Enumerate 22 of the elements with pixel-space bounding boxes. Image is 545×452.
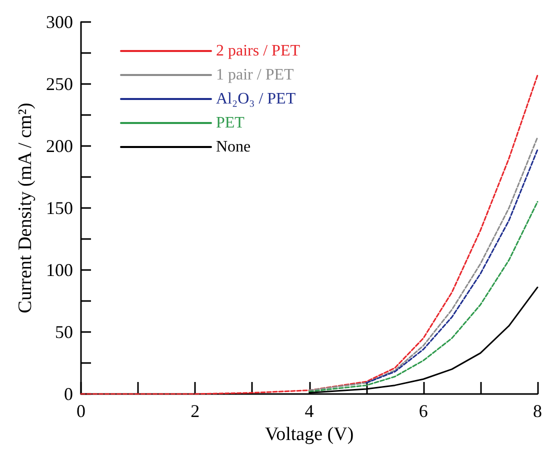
line-series <box>308 136 538 392</box>
text: None <box>216 138 251 156</box>
text: PET <box>216 114 245 132</box>
y-axis-title: Current Density (mA / cm²) <box>15 102 36 314</box>
line-series <box>308 201 538 392</box>
line-series <box>366 148 538 384</box>
x-axis-title: Voltage (V) <box>264 424 354 445</box>
text: Al₂O₃ / PET <box>216 90 296 108</box>
y-tick-label: 0 <box>64 384 73 404</box>
y-tick-label: 50 <box>55 322 73 342</box>
x-tick-label: 2 <box>190 401 200 421</box>
y-tick-label: 150 <box>46 198 73 218</box>
x-tick-label: 4 <box>304 401 314 421</box>
y-tick-label: 100 <box>46 260 73 280</box>
y-tick-label: 300 <box>46 12 73 32</box>
x-tick-label: 8 <box>533 401 542 421</box>
x-tick-label: 0 <box>76 401 86 421</box>
text: 2 pairs / PET <box>216 42 300 60</box>
x-tick-label: 6 <box>418 401 428 421</box>
y-tick-label: 200 <box>46 136 73 156</box>
y-tick-label: 250 <box>46 74 73 94</box>
text: 1 pair / PET <box>216 66 294 84</box>
